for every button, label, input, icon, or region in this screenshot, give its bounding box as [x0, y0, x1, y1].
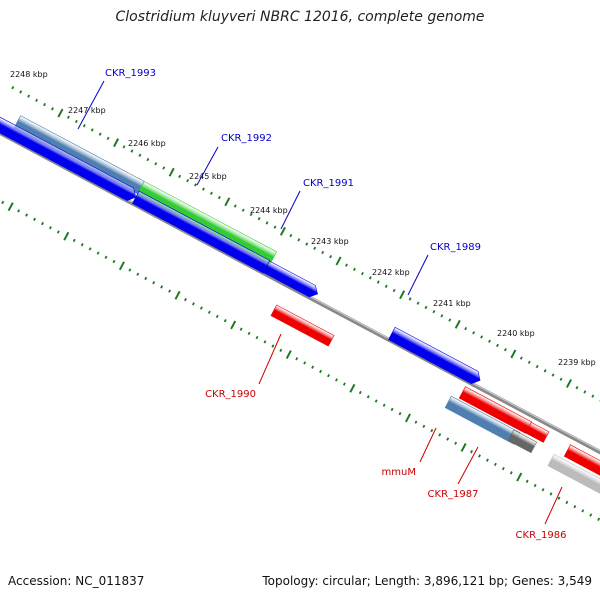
gene-forward-1[interactable] [0, 115, 139, 203]
gene-leader-line [258, 333, 282, 385]
gene-leader-line [419, 427, 437, 463]
gene-ckr-1989[interactable] [388, 326, 483, 386]
gene-leader-line [280, 190, 301, 230]
gene-leader-line [407, 254, 429, 296]
gene-label-ckr-1987[interactable]: CKR_1987 [428, 489, 479, 500]
gene-leader-line [77, 80, 105, 130]
scale-label: 2242 kbp [372, 268, 410, 277]
forward-tick-track [11, 86, 600, 402]
scale-label: 2247 kbp [68, 106, 106, 115]
scale-label: 2246 kbp [128, 139, 166, 148]
genome-title: Clostridium kluyveri NBRC 12016, complet… [115, 9, 485, 25]
gene-label-ckr-1992[interactable]: CKR_1992 [221, 133, 272, 144]
gene-label-ckr-1990[interactable]: CKR_1990 [205, 389, 256, 400]
gene-reverse-2[interactable] [507, 429, 538, 454]
gene-leader-line [196, 146, 219, 186]
accession-text: Accession: NC_011837 [8, 574, 145, 588]
gene-label-mmum[interactable]: mmuM [382, 467, 416, 478]
gene-label-ckr-1989[interactable]: CKR_1989 [430, 242, 481, 253]
reverse-tick-track [1, 200, 600, 521]
gene-leader-line [544, 486, 563, 525]
gene-ckr-1987[interactable] [525, 421, 550, 443]
scale-label: 2241 kbp [433, 299, 471, 308]
gene-ckr-1986[interactable] [563, 444, 600, 504]
gene-label-ckr-1991[interactable]: CKR_1991 [303, 178, 354, 189]
scale-label: 2240 kbp [497, 329, 535, 338]
topology-text: Topology: circular; Length: 3,896,121 bp… [262, 574, 592, 588]
scale-label: 2248 kbp [10, 70, 48, 79]
gene-label-ckr-1993[interactable]: CKR_1993 [105, 68, 156, 79]
gene-reverse-3[interactable] [547, 453, 600, 514]
scale-label: 2245 kbp [189, 172, 227, 181]
gene-ckr-1992[interactable] [137, 180, 278, 265]
gene-label-ckr-1986[interactable]: CKR_1986 [516, 530, 567, 541]
gene-forward-2[interactable] [132, 190, 271, 274]
scale-label: 2243 kbp [311, 237, 349, 246]
gene-ckr-1991[interactable] [262, 260, 320, 300]
scale-label: 2244 kbp [250, 206, 288, 215]
gene-ckr-1990[interactable] [270, 304, 335, 347]
scale-label: 2239 kbp [558, 358, 596, 367]
gene-leader-line [457, 446, 479, 485]
